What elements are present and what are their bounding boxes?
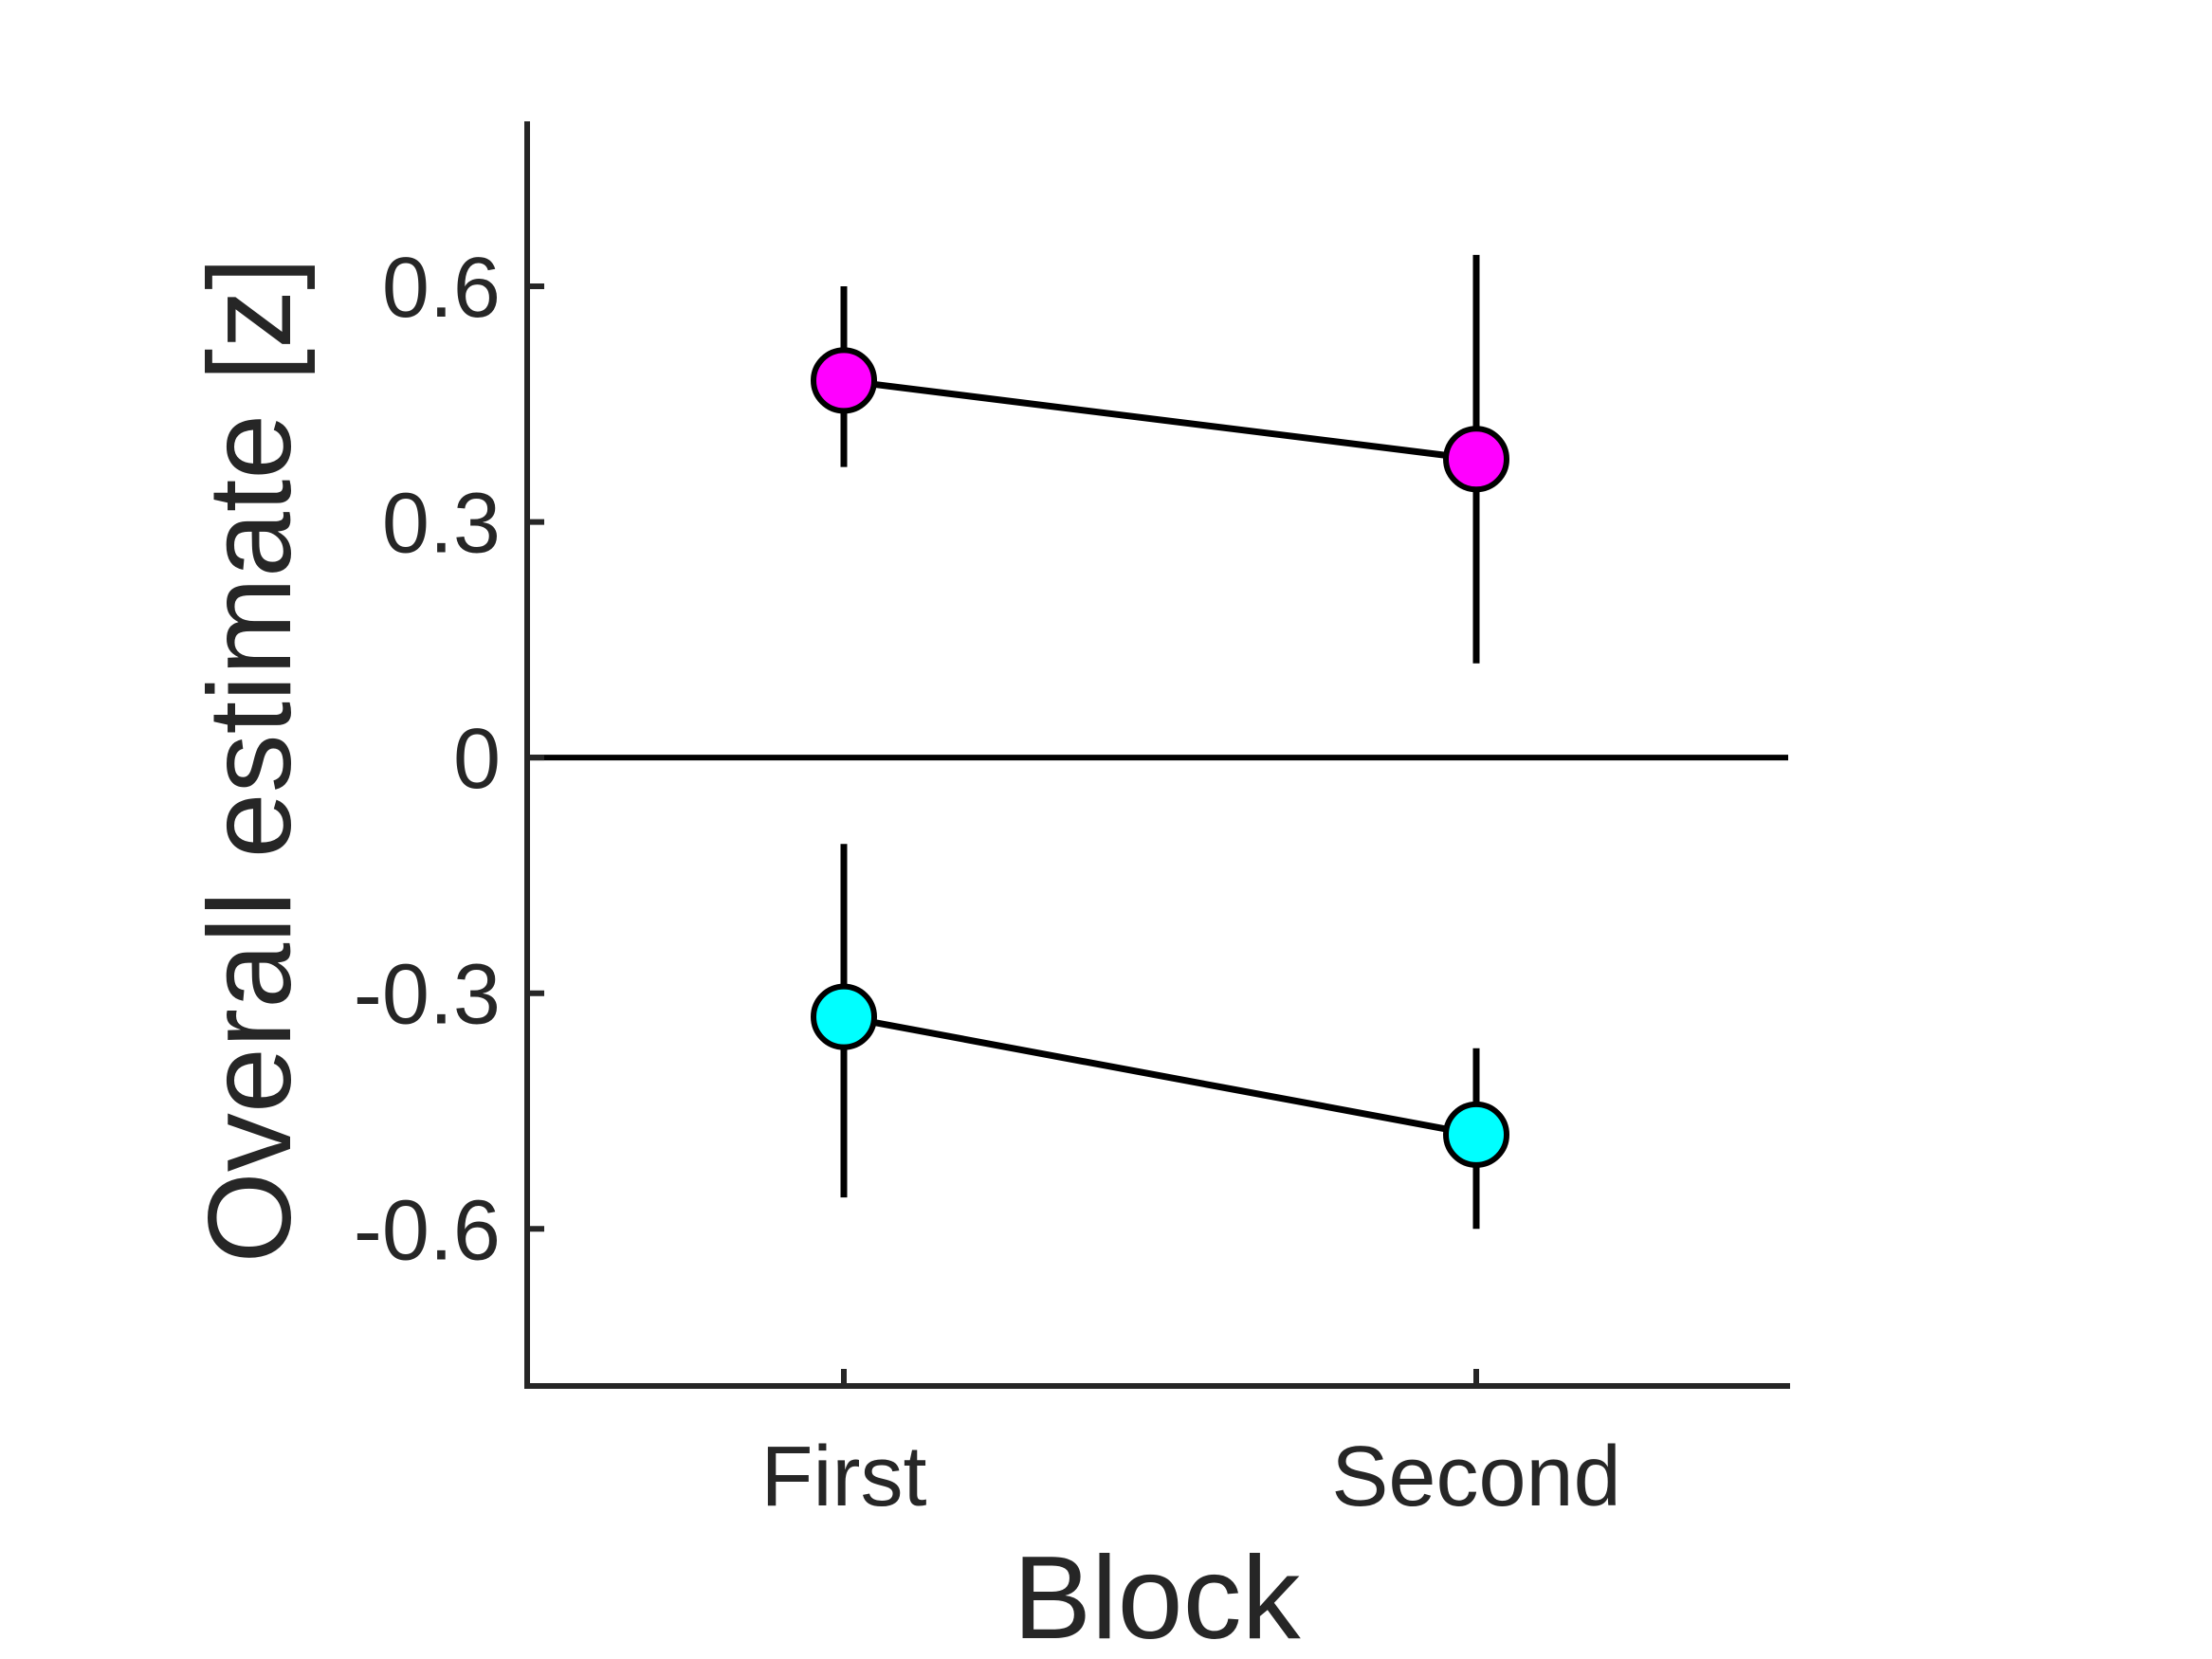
- y-axis-label: Overall estimate [z]: [185, 257, 316, 1263]
- series-line: [843, 376, 1477, 463]
- data-point: [1443, 426, 1509, 493]
- y-tick-label: -0.6: [354, 1183, 501, 1278]
- y-tick-label: 0: [453, 712, 501, 807]
- series-line: [843, 1013, 1477, 1139]
- data-point: [811, 983, 877, 1050]
- x-tick-label: Second: [1331, 1430, 1620, 1524]
- x-axis-ticks: First Second: [761, 1369, 1621, 1524]
- series-1: [811, 254, 1509, 664]
- y-tick-label: 0.3: [382, 477, 501, 572]
- series-layer: [811, 254, 1509, 1230]
- y-tick-label: -0.3: [354, 948, 501, 1043]
- data-point: [1443, 1101, 1509, 1168]
- series-2: [811, 844, 1509, 1230]
- data-point: [811, 347, 877, 414]
- y-tick-label: 0.6: [382, 241, 501, 336]
- x-tick-label: First: [761, 1430, 927, 1524]
- x-axis-label: Block: [1013, 1533, 1301, 1659]
- y-axis-ticks: -0.6 -0.3 0 0.3 0.6: [354, 241, 544, 1278]
